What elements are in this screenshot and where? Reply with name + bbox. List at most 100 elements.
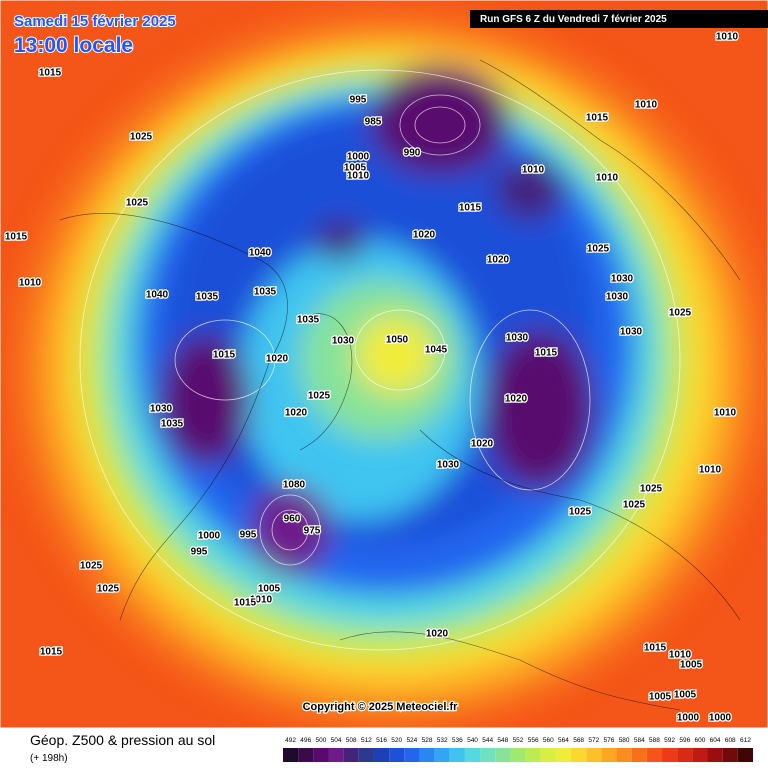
pressure-label: 1025: [587, 244, 610, 255]
scale-label: 520: [391, 737, 402, 744]
pressure-label: 1015: [535, 348, 558, 359]
pressure-label: 1035: [196, 292, 219, 303]
scale-swatch: [677, 748, 693, 762]
scale-label: 548: [497, 737, 508, 744]
pressure-label: 1005: [344, 163, 367, 174]
pressure-label: 1000: [677, 713, 700, 724]
scale-label: 500: [315, 737, 326, 744]
scale-label: 528: [422, 737, 433, 744]
pressure-label: 1030: [620, 327, 643, 338]
geopotential-field: [10, 10, 768, 730]
pressure-label: 995: [350, 95, 367, 106]
pressure-label: 1015: [459, 203, 482, 214]
pressure-label: 1015: [213, 350, 236, 361]
pressure-label: 1030: [606, 292, 629, 303]
scale-label: 516: [376, 737, 387, 744]
pressure-label: 1020: [266, 354, 289, 365]
scale-swatch: [404, 748, 420, 762]
scale-swatch: [540, 748, 556, 762]
copyright: Copyright © 2025 Meteociel.fr: [303, 701, 459, 713]
scale-swatch: [525, 748, 541, 762]
pressure-label: 1010: [522, 165, 545, 176]
pressure-label: 1050: [386, 335, 409, 346]
scale-swatch: [510, 748, 526, 762]
pressure-label: 1020: [426, 629, 449, 640]
pressure-label: 1010: [714, 408, 737, 419]
pressure-label: 1025: [80, 561, 103, 572]
color-scale: 492 496 500 504 508 512 516 520 524 528 532 536 540 5…: [283, 737, 753, 762]
pressure-label: 1015: [40, 647, 63, 658]
scale-label: 544: [482, 737, 493, 744]
pressure-label: 1010: [699, 465, 722, 476]
scale-label: 612: [740, 737, 751, 744]
scale-swatch: [358, 748, 374, 762]
scale-swatch: [631, 748, 647, 762]
pressure-label: 1025: [308, 391, 331, 402]
pressure-label: 1040: [249, 248, 272, 259]
scale-swatch: [601, 748, 617, 762]
pressure-label: 1020: [505, 394, 528, 405]
scale-label: 504: [331, 737, 342, 744]
pressure-label: 1005: [649, 692, 672, 703]
scale-swatch: [646, 748, 663, 762]
scale-swatch: [389, 748, 405, 762]
pressure-label: 995: [240, 530, 257, 541]
pressure-label: 1010: [669, 650, 692, 661]
pressure-label: 1015: [644, 643, 667, 654]
pressure-label: 1080: [283, 480, 306, 491]
pressure-label: 1015: [586, 113, 609, 124]
date-title: Samedi 15 février 2025: [14, 13, 176, 30]
pressure-label: 1005: [680, 660, 703, 671]
pressure-label: 1015: [234, 598, 257, 609]
scale-label: 556: [528, 737, 539, 744]
pressure-label: 1025: [126, 198, 149, 209]
pressure-label: 1035: [254, 287, 277, 298]
pressure-label: 1015: [39, 68, 62, 79]
scale-label: 540: [467, 737, 478, 744]
pressure-label: 1030: [150, 404, 173, 415]
footer-title: Géop. Z500 & pression au sol: [30, 732, 215, 748]
pressure-label: 1025: [640, 484, 663, 495]
pressure-label: 1005: [674, 690, 697, 701]
scale-label: 532: [437, 737, 448, 744]
scale-swatch: [283, 748, 299, 762]
pressure-label: 1020: [471, 439, 494, 450]
scale-label: 512: [361, 737, 372, 744]
footer-lead: (+ 198h): [30, 753, 68, 764]
pressure-label: 960: [284, 514, 301, 525]
scale-label: 596: [679, 737, 690, 744]
scale-swatch: [419, 748, 435, 762]
scale-swatch: [464, 748, 481, 762]
scale-label: 600: [695, 737, 706, 744]
scale-label: 508: [346, 737, 357, 744]
pressure-label: 1025: [623, 500, 646, 511]
pressure-label: 1030: [611, 274, 634, 285]
scale-swatch: [571, 748, 587, 762]
scale-swatch: [707, 748, 723, 762]
scale-swatch: [313, 748, 329, 762]
scale-label: 588: [649, 737, 660, 744]
isobars: [79, 69, 681, 651]
pressure-label: 1010: [716, 32, 739, 43]
run-info: Run GFS 6 Z du Vendredi 7 février 2025: [480, 14, 667, 25]
scale-label: 584: [634, 737, 645, 744]
scale-swatch: [616, 748, 632, 762]
scale-label: 608: [725, 737, 736, 744]
pressure-label: 1000: [198, 531, 221, 542]
scale-swatch: [343, 748, 359, 762]
pressure-label: 995: [191, 547, 208, 558]
scale-swatch: [298, 748, 314, 762]
scale-swatch: [555, 748, 572, 762]
pressure-label: 1000: [709, 713, 732, 724]
scale-swatch: [692, 748, 708, 762]
pressure-label: 985: [365, 117, 382, 128]
run-box: [470, 10, 768, 28]
scale-label: 536: [452, 737, 463, 744]
scale-label: 492: [285, 737, 296, 744]
scale-label: 552: [513, 737, 524, 744]
pressure-label: 1010: [347, 171, 370, 182]
pressure-label: 1035: [297, 315, 320, 326]
pressure-label: 1045: [425, 345, 448, 356]
